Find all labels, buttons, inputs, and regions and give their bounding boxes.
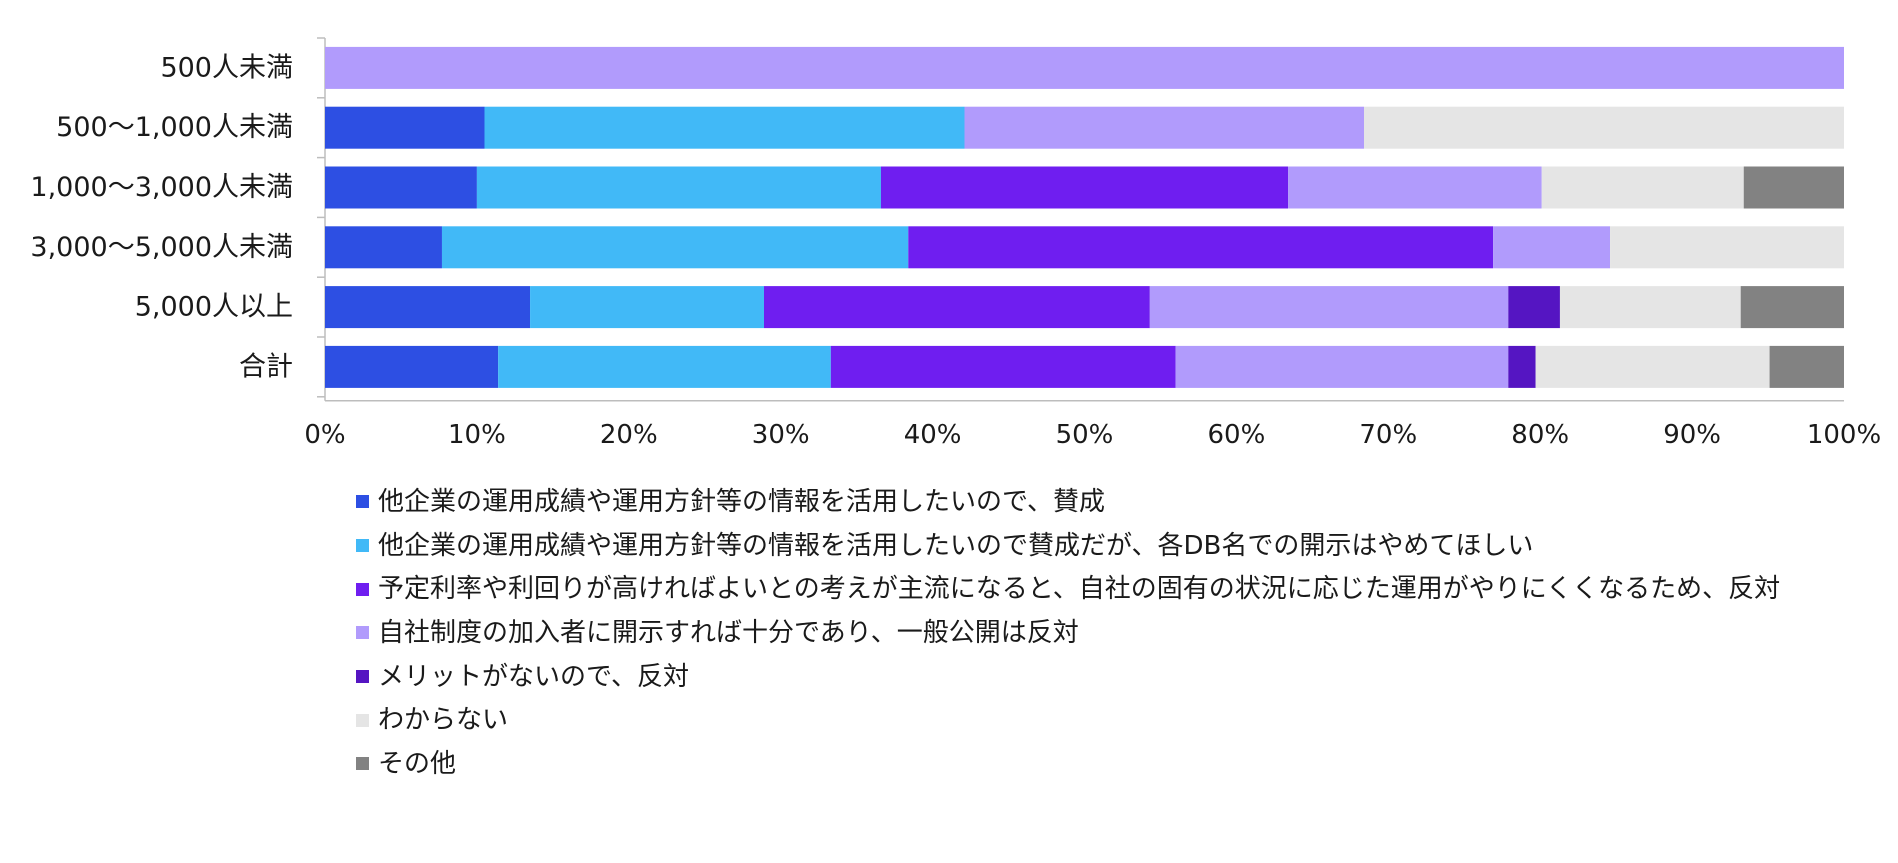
- legend-label: 他企業の運用成績や運用方針等の情報を活用したいので賛成だが、各DB名での開示はや…: [378, 530, 1534, 561]
- category-label: 合計: [239, 351, 293, 382]
- stacked-bar-chart: 500人未満 500〜1,000人未満 1,000〜3,000人未満 3,000〜5,…: [30, 37, 1881, 450]
- legend-item: 他企業の運用成績や運用方針等の情報を活用したいので、賛成: [356, 480, 1780, 524]
- bar-segment: [763, 286, 1150, 329]
- bar-segment: [1149, 286, 1509, 329]
- legend-label: メリットがないので、反対: [378, 661, 689, 692]
- legend-label: 他企業の運用成績や運用方針等の情報を活用したいので、賛成: [378, 486, 1105, 517]
- x-tick-label: 90%: [1663, 420, 1721, 450]
- bar-segment: [880, 166, 1289, 209]
- legend-swatch: [356, 539, 369, 553]
- bar-segment: [530, 286, 764, 329]
- legend-swatch: [356, 670, 369, 684]
- bar-segment: [325, 106, 485, 149]
- legend-item: わからない: [356, 698, 1780, 742]
- bar-segment: [1769, 345, 1844, 388]
- bar-segment: [830, 345, 1176, 388]
- x-tick-label: 80%: [1511, 420, 1569, 450]
- bar-segment: [1508, 286, 1560, 329]
- x-tick-label: 60%: [1208, 420, 1266, 450]
- category-label: 3,000〜5,000人未満: [30, 232, 293, 263]
- bar-segment: [1508, 345, 1536, 388]
- legend-label: わからない: [378, 705, 509, 736]
- category-label: 500人未満: [160, 52, 293, 83]
- bar-segment: [1493, 226, 1611, 269]
- legend-item: その他: [356, 742, 1780, 786]
- x-tick-label: 20%: [600, 420, 658, 450]
- bar-segment: [1743, 166, 1844, 209]
- category-label: 500〜1,000人未満: [56, 112, 293, 143]
- legend-item: 他企業の運用成績や運用方針等の情報を活用したいので賛成だが、各DB名での開示はや…: [356, 524, 1780, 568]
- legend-swatch: [356, 495, 369, 509]
- bar-segment: [1541, 166, 1744, 209]
- bar-segment: [325, 226, 442, 269]
- legend-item: 予定利率や利回りが高ければよいとの考えが主流になると、自社の固有の状況に応じた運…: [356, 567, 1780, 611]
- axes: [317, 37, 1844, 402]
- chart-legend: 他企業の運用成績や運用方針等の情報を活用したいので、賛成他企業の運用成績や運用方…: [356, 480, 1780, 786]
- bar-segment: [441, 226, 909, 269]
- bar-segment: [325, 46, 1844, 89]
- bar-segment: [964, 106, 1364, 149]
- x-tick-label: 10%: [448, 420, 506, 450]
- bars: [325, 46, 1844, 388]
- bar-segment: [325, 345, 499, 388]
- x-tick-label: 50%: [1056, 420, 1114, 450]
- bar-segment: [484, 106, 965, 149]
- legend-swatch: [356, 713, 369, 727]
- bar-segment: [1740, 286, 1844, 329]
- x-tick-label: 0%: [304, 420, 345, 450]
- bar-segment: [325, 286, 531, 329]
- bar-segment: [476, 166, 881, 209]
- legend-item: 自社制度の加入者に開示すれば十分であり、一般公開は反対: [356, 611, 1780, 655]
- bar-segment: [1288, 166, 1542, 209]
- legend-label: 自社制度の加入者に開示すれば十分であり、一般公開は反対: [378, 617, 1079, 648]
- legend-item: メリットがないので、反対: [356, 655, 1780, 699]
- x-tick-label: 30%: [752, 420, 810, 450]
- bar-segment: [1175, 345, 1509, 388]
- category-label: 5,000人以上: [135, 292, 293, 323]
- category-label: 1,000〜3,000人未満: [30, 172, 293, 203]
- x-tick-label: 40%: [904, 420, 962, 450]
- bar-segment: [1535, 345, 1770, 388]
- bar-segment: [908, 226, 1494, 269]
- bar-segment: [498, 345, 831, 388]
- bar-segment: [1610, 226, 1844, 269]
- bar-segment: [325, 166, 477, 209]
- x-tick-label: 70%: [1359, 420, 1417, 450]
- bar-segment: [1559, 286, 1741, 329]
- legend-label: 予定利率や利回りが高ければよいとの考えが主流になると、自社の固有の状況に応じた運…: [378, 574, 1781, 605]
- legend-swatch: [356, 582, 369, 596]
- x-tick-label: 100%: [1807, 420, 1881, 450]
- legend-label: その他: [378, 748, 457, 779]
- bar-segment: [1363, 106, 1844, 149]
- legend-swatch: [356, 757, 369, 771]
- legend-swatch: [356, 626, 369, 640]
